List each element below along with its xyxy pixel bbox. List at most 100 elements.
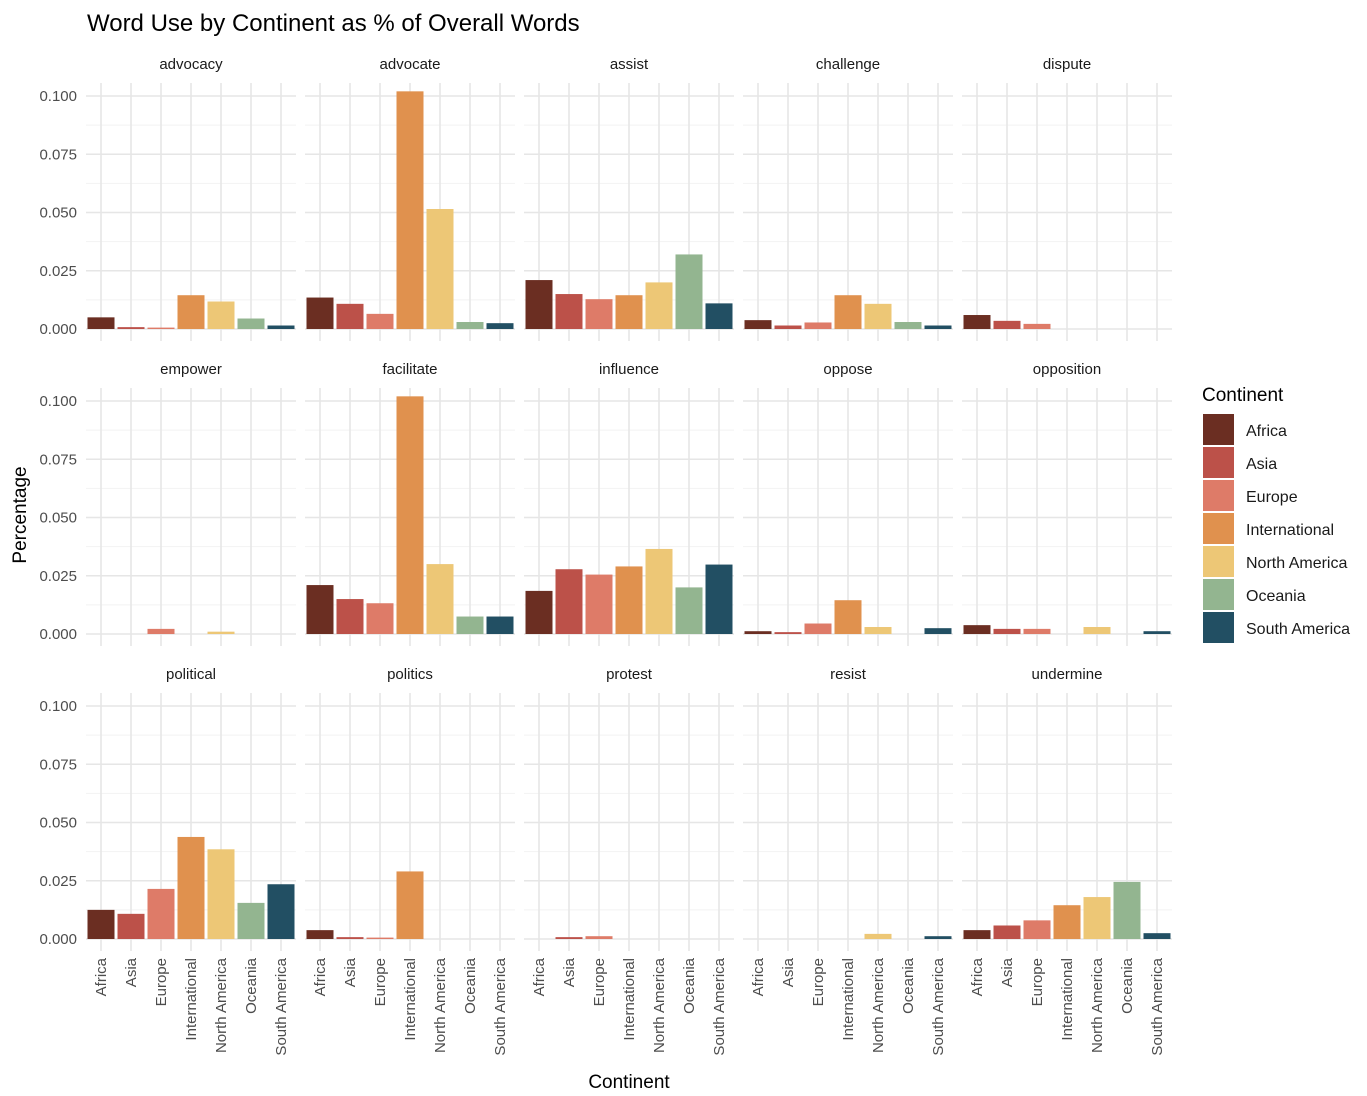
bar-protest-asia — [555, 937, 583, 939]
x-tick-label: Oceania — [900, 957, 917, 1014]
x-tick-label: Africa — [93, 957, 110, 996]
bar-advocate-south-america — [486, 323, 514, 329]
facet-label: challenge — [816, 56, 880, 73]
bar-empower-north-america — [207, 631, 235, 634]
bar-opposition-asia — [993, 628, 1021, 634]
bar-advocacy-international — [177, 295, 205, 329]
x-tick-label: Africa — [312, 957, 329, 996]
bar-assist-asia — [555, 294, 583, 329]
bar-influence-asia — [555, 569, 583, 634]
x-tick-label: Oceania — [462, 957, 479, 1014]
bar-challenge-north-america — [864, 303, 892, 329]
bar-assist-international — [615, 295, 643, 329]
bar-facilitate-europe — [366, 603, 394, 634]
bar-political-international — [177, 836, 205, 939]
bar-oppose-international — [834, 600, 862, 634]
facet-label: protest — [606, 666, 653, 683]
x-tick-label: North America — [1089, 957, 1106, 1053]
y-tick-label: 0.100 — [39, 88, 77, 105]
legend-label: North America — [1246, 555, 1347, 572]
bar-advocacy-europe — [147, 327, 175, 329]
y-tick-label: 0.075 — [39, 146, 77, 163]
bar-undermine-north-america — [1083, 897, 1111, 939]
y-tick-label: 0.050 — [39, 815, 77, 832]
bar-advocate-international — [396, 91, 424, 329]
bar-advocate-europe — [366, 313, 394, 329]
facet-panel-challenge: challenge — [743, 56, 953, 341]
bar-resist-north-america — [864, 933, 892, 939]
legend-item-africa: Africa — [1203, 414, 1287, 445]
x-tick-label: International — [1059, 958, 1076, 1041]
y-axis-title: Percentage — [10, 466, 31, 563]
bar-challenge-africa — [744, 320, 772, 329]
legend-key — [1203, 447, 1234, 478]
facet-panel-influence: influence — [524, 361, 734, 646]
x-tick-label: Asia — [999, 957, 1016, 987]
x-tick-label: North America — [432, 957, 449, 1053]
x-tick-label: Europe — [1029, 958, 1046, 1006]
chart-title: Word Use by Continent as % of Overall Wo… — [87, 10, 580, 37]
bar-challenge-oceania — [894, 322, 922, 329]
panel-grid — [524, 693, 734, 951]
y-tick-label: 0.000 — [39, 626, 77, 643]
x-tick-label: Asia — [780, 957, 797, 987]
bar-assist-africa — [525, 280, 553, 329]
bar-opposition-north-america — [1083, 627, 1111, 634]
bar-oppose-africa — [744, 631, 772, 634]
bar-advocate-africa — [306, 297, 334, 329]
facet-label: empower — [160, 361, 222, 378]
facet-panels: advocacy 0.000 0.025 0.050 0.075 0.100 advocat… — [39, 56, 1172, 1056]
facet-label: advocate — [380, 56, 441, 73]
y-tick-label: 0.050 — [39, 205, 77, 222]
x-tick-label: North America — [870, 957, 887, 1053]
bar-dispute-europe — [1023, 323, 1051, 329]
x-tick-label: Oceania — [681, 957, 698, 1014]
legend-item-asia: Asia — [1203, 447, 1277, 478]
facet-label: assist — [610, 56, 649, 73]
bar-undermine-africa — [963, 930, 991, 939]
x-tick-label: Africa — [750, 957, 767, 996]
bar-facilitate-north-america — [426, 564, 454, 634]
bar-influence-europe — [585, 574, 613, 634]
bar-assist-oceania — [675, 254, 703, 329]
y-tick-label: 0.100 — [39, 698, 77, 715]
y-tick-label: 0.000 — [39, 321, 77, 338]
legend-title: Continent — [1202, 385, 1284, 406]
bar-advocacy-north-america — [207, 301, 235, 329]
x-tick-label: Europe — [810, 958, 827, 1006]
bar-politics-europe — [366, 937, 394, 939]
panel-grid — [86, 388, 296, 646]
facet-label: oppose — [823, 361, 872, 378]
bar-facilitate-asia — [336, 599, 364, 634]
legend-item-international: International — [1203, 513, 1334, 544]
panel-grid — [743, 693, 953, 951]
x-tick-label: Asia — [123, 957, 140, 987]
panel-grid — [743, 83, 953, 341]
x-tick-label: Europe — [153, 958, 170, 1006]
bar-influence-south-america — [705, 564, 733, 634]
bar-oppose-south-america — [924, 628, 952, 634]
bar-opposition-europe — [1023, 628, 1051, 634]
bar-influence-international — [615, 566, 643, 634]
bar-facilitate-international — [396, 396, 424, 634]
facet-label: political — [166, 666, 216, 683]
legend-item-north-america: North America — [1203, 546, 1347, 577]
legend-key — [1203, 480, 1234, 511]
x-tick-label: Oceania — [1119, 957, 1136, 1014]
bar-oppose-north-america — [864, 627, 892, 634]
facet-panel-facilitate: facilitate — [305, 361, 515, 646]
bar-dispute-africa — [963, 315, 991, 329]
x-tick-label: South America — [273, 957, 290, 1055]
bar-undermine-asia — [993, 925, 1021, 939]
facet-panel-assist: assist — [524, 56, 734, 341]
x-tick-label: Africa — [969, 957, 986, 996]
legend: Continent Africa Asia Europe International N… — [1202, 385, 1350, 643]
x-tick-label: North America — [213, 957, 230, 1053]
legend-item-south-america: South America — [1203, 612, 1350, 643]
bar-advocate-north-america — [426, 209, 454, 329]
y-tick-label: 0.025 — [39, 263, 77, 280]
facet-panel-political: political 0.000 0.025 0.050 0.075 0.100 Africa… — [39, 666, 296, 1056]
x-tick-label: South America — [711, 957, 728, 1055]
y-tick-label: 0.075 — [39, 451, 77, 468]
legend-label: International — [1246, 522, 1334, 539]
